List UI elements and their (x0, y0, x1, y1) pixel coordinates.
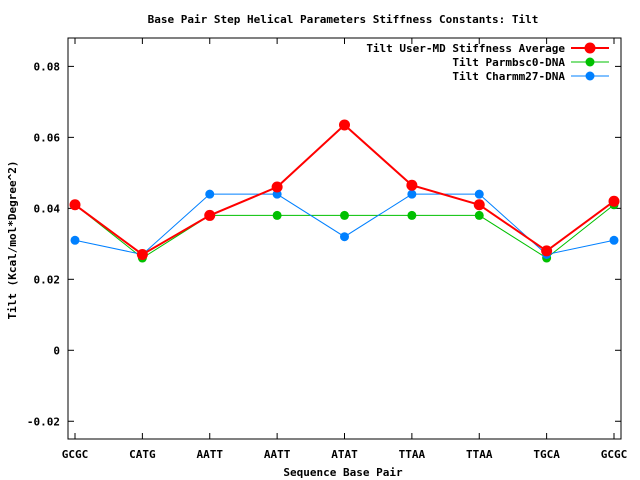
legend-label: Tilt Parmbsc0-DNA (452, 56, 565, 69)
series-line (74, 193, 615, 256)
data-point (70, 235, 80, 245)
y-tick-label: 0.02 (34, 273, 61, 286)
data-point (474, 189, 484, 199)
data-point (609, 235, 619, 245)
data-point (406, 179, 418, 191)
data-point (474, 210, 484, 220)
data-point (407, 189, 417, 199)
y-axis-label: Tilt (Kcal/mol*Degree^2) (6, 161, 19, 320)
x-tick-label: ATAT (331, 448, 358, 461)
data-point (541, 245, 553, 257)
y-tick-label: 0.04 (34, 202, 61, 215)
x-tick-label: TGCA (533, 448, 560, 461)
x-tick-label: TTAA (399, 448, 426, 461)
data-point (271, 181, 283, 193)
data-point (407, 210, 417, 220)
y-tick-label: -0.02 (27, 415, 60, 428)
data-point (473, 199, 485, 211)
series-0 (69, 119, 620, 260)
x-tick-label: GCGC (62, 448, 89, 461)
x-tick-label: TTAA (466, 448, 493, 461)
y-tick-label: 0.06 (34, 131, 61, 144)
legend-label: Tilt User-MD Stiffness Average (366, 42, 565, 55)
data-point (272, 210, 282, 220)
data-point (136, 248, 148, 260)
data-point (205, 189, 215, 199)
x-tick-label: CATG (129, 448, 156, 461)
legend-marker (585, 71, 595, 81)
chart-title: Base Pair Step Helical Parameters Stiffn… (148, 13, 539, 26)
y-tick-label: 0.08 (34, 60, 61, 73)
series-1 (70, 200, 619, 263)
data-point (339, 119, 350, 131)
legend-marker (584, 42, 596, 54)
data-point (204, 209, 216, 221)
legend-label: Tilt Charmm27-DNA (452, 70, 565, 83)
data-point (340, 210, 349, 220)
x-tick-label: GCGC (601, 448, 628, 461)
data-point (608, 195, 620, 207)
x-tick-label: AATT (197, 448, 224, 461)
y-tick-label: 0 (53, 344, 60, 357)
data-point (69, 199, 81, 211)
x-tick-label: AATT (264, 448, 291, 461)
data-point (340, 232, 349, 242)
legend-marker (585, 57, 595, 67)
x-axis-label: Sequence Base Pair (283, 466, 403, 479)
